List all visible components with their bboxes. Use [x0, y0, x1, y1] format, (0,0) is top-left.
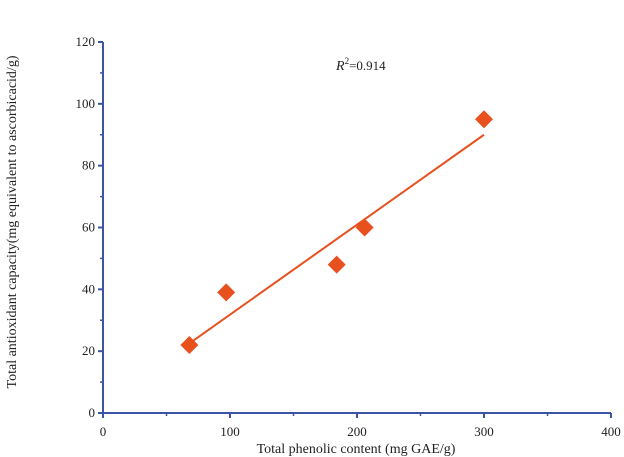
data-point-diamond — [217, 283, 236, 302]
y-tick-label: 100 — [76, 96, 96, 111]
y-tick-label: 40 — [82, 281, 95, 296]
x-axis-label: Total phenolic content (mg GAE/g) — [257, 442, 456, 457]
x-tick-label: 200 — [347, 424, 367, 439]
x-tick-label: 400 — [601, 424, 621, 439]
y-tick-label: 120 — [76, 34, 96, 49]
y-tick-label: 60 — [82, 220, 95, 235]
data-points — [180, 110, 493, 354]
y-tick-label: 20 — [82, 343, 95, 358]
r-squared-annotation: R2=0.914 — [335, 56, 386, 74]
trendline-group — [188, 133, 485, 345]
y-tick-label: 80 — [82, 158, 95, 173]
y-axis-ticks: 0 20 40 60 80 100 120 — [76, 34, 103, 420]
data-point-diamond — [355, 218, 374, 237]
x-tick-label: 0 — [100, 424, 107, 439]
r2-value: =0.914 — [349, 58, 386, 73]
data-point-diamond — [475, 110, 493, 129]
trendline — [188, 133, 485, 345]
x-axis-ticks: 0 100 200 300 400 — [100, 413, 621, 439]
data-point-diamond — [327, 255, 346, 274]
data-point-diamond — [180, 335, 199, 354]
x-tick-label: 300 — [474, 424, 494, 439]
r2-superscript: 2 — [345, 56, 350, 66]
r2-label: R — [335, 59, 345, 74]
y-tick-label: 0 — [89, 405, 96, 420]
x-tick-label: 100 — [220, 424, 240, 439]
y-axis-label: Total antioxidant capacity(mg equivalent… — [5, 55, 20, 388]
